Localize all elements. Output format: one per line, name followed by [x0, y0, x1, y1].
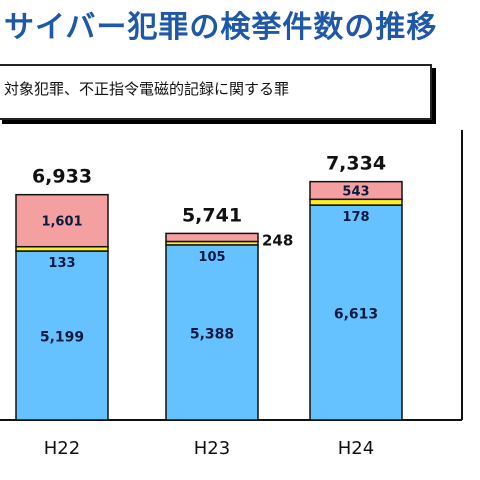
value-label-H23-middle: 105 — [198, 250, 225, 265]
total-label-H24: 7,334 — [326, 153, 386, 175]
value-label-H23-bottom: 5,388 — [190, 326, 234, 342]
bar-H24-segment-1 — [309, 198, 403, 206]
bar-H23-segment-0 — [165, 244, 259, 421]
category-label-H24: H24 — [338, 438, 374, 459]
bar-H24-segment-2 — [309, 180, 403, 201]
total-label-H22: 6,933 — [32, 166, 92, 188]
value-label-H22-middle: 133 — [48, 256, 75, 271]
bar-H22-segment-2 — [15, 193, 109, 248]
category-label-H23: H23 — [194, 438, 230, 459]
bar-H23-segment-2 — [165, 232, 259, 243]
bar-H22-segment-0 — [15, 250, 109, 421]
bar-H24-segment-0 — [309, 204, 403, 421]
value-label-H22-bottom: 5,199 — [40, 330, 84, 346]
legend-box: 対象犯罪、不正指令電磁的記録に関する罪 — [0, 64, 432, 120]
value-label-H24-top: 543 — [342, 184, 369, 199]
total-label-H23: 5,741 — [182, 204, 242, 226]
value-label-H24-middle: 178 — [342, 210, 369, 225]
value-label-H22-top: 1,601 — [41, 215, 82, 230]
value-label-H23-top: 248 — [262, 231, 293, 249]
legend-text: 対象犯罪、不正指令電磁的記録に関する罪 — [4, 80, 290, 98]
chart-title: サイバー犯罪の検挙件数の推移 — [4, 10, 438, 45]
value-label-H24-bottom: 6,613 — [334, 307, 378, 323]
category-label-H22: H22 — [44, 438, 80, 459]
